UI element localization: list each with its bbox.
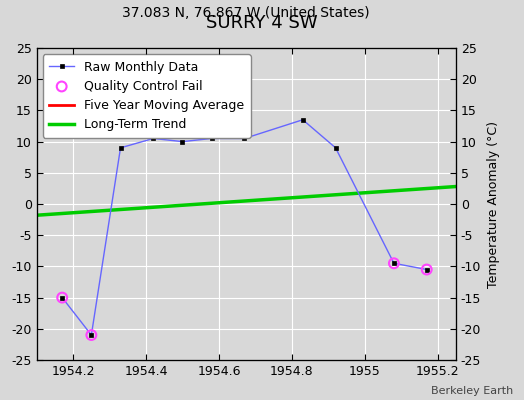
Raw Monthly Data xyxy=(423,267,430,272)
Title: 37.083 N, 76.867 W (United States): 37.083 N, 76.867 W (United States) xyxy=(123,6,370,20)
Y-axis label: Temperature Anomaly (°C): Temperature Anomaly (°C) xyxy=(487,120,500,288)
Raw Monthly Data xyxy=(242,136,248,141)
Raw Monthly Data xyxy=(332,146,339,150)
Legend: Raw Monthly Data, Quality Control Fail, Five Year Moving Average, Long-Term Tren: Raw Monthly Data, Quality Control Fail, … xyxy=(43,54,250,138)
Raw Monthly Data xyxy=(179,139,185,144)
Line: Raw Monthly Data: Raw Monthly Data xyxy=(60,117,429,338)
Raw Monthly Data xyxy=(59,295,66,300)
Raw Monthly Data xyxy=(88,333,94,338)
Raw Monthly Data xyxy=(117,146,124,150)
Quality Control Fail xyxy=(87,332,95,338)
Text: Berkeley Earth: Berkeley Earth xyxy=(431,386,514,396)
Raw Monthly Data xyxy=(150,136,157,141)
Quality Control Fail xyxy=(390,260,398,266)
Quality Control Fail xyxy=(422,266,431,273)
Raw Monthly Data xyxy=(300,117,306,122)
Raw Monthly Data xyxy=(391,261,397,266)
Text: SURRY 4 SW: SURRY 4 SW xyxy=(206,14,318,32)
Raw Monthly Data xyxy=(209,136,215,141)
Quality Control Fail xyxy=(58,294,67,301)
